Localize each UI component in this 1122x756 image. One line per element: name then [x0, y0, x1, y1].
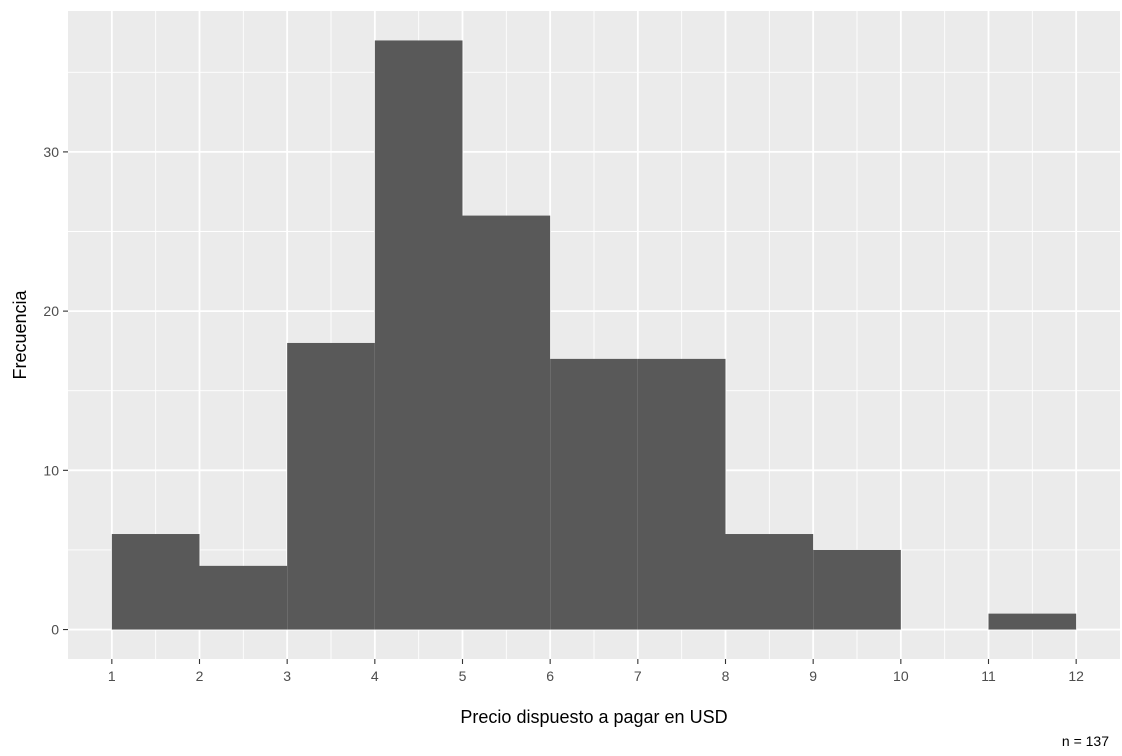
x-tick-label: 8: [722, 668, 730, 684]
histogram-bar: [462, 215, 551, 630]
x-tick-label: 7: [634, 668, 642, 684]
histogram-bar: [374, 40, 463, 630]
y-tick-label: 20: [43, 303, 59, 319]
x-tick-label: 12: [1068, 668, 1084, 684]
x-tick-label: 1: [108, 668, 116, 684]
x-tick-label: 5: [459, 668, 467, 684]
x-tick-label: 6: [546, 668, 554, 684]
histogram-bar: [111, 534, 200, 630]
y-tick-label: 0: [51, 622, 59, 638]
x-axis: 1 2 3 4 5 6 7 8 9 10 11 12: [108, 659, 1084, 684]
histogram-bar: [287, 342, 375, 630]
histogram-bar: [988, 613, 1077, 630]
y-axis-title: Frecuencia: [10, 289, 30, 379]
x-tick-label: 2: [196, 668, 204, 684]
histogram-bar: [637, 358, 726, 630]
histogram-bar: [550, 358, 638, 630]
x-tick-label: 3: [283, 668, 291, 684]
y-tick-label: 30: [43, 144, 59, 160]
x-tick-label: 4: [371, 668, 379, 684]
sample-size-caption: n = 137: [1062, 733, 1109, 749]
y-axis: 0 10 20 30: [43, 144, 68, 638]
x-axis-title: Precio dispuesto a pagar en USD: [460, 707, 727, 727]
x-tick-label: 9: [809, 668, 817, 684]
y-tick-label: 10: [43, 462, 59, 478]
x-tick-label: 10: [893, 668, 909, 684]
histogram-bar: [725, 534, 814, 630]
histogram-bars: [111, 40, 1077, 630]
histogram-bar: [813, 549, 901, 630]
x-tick-label: 11: [981, 668, 996, 684]
histogram-bar: [199, 565, 288, 630]
